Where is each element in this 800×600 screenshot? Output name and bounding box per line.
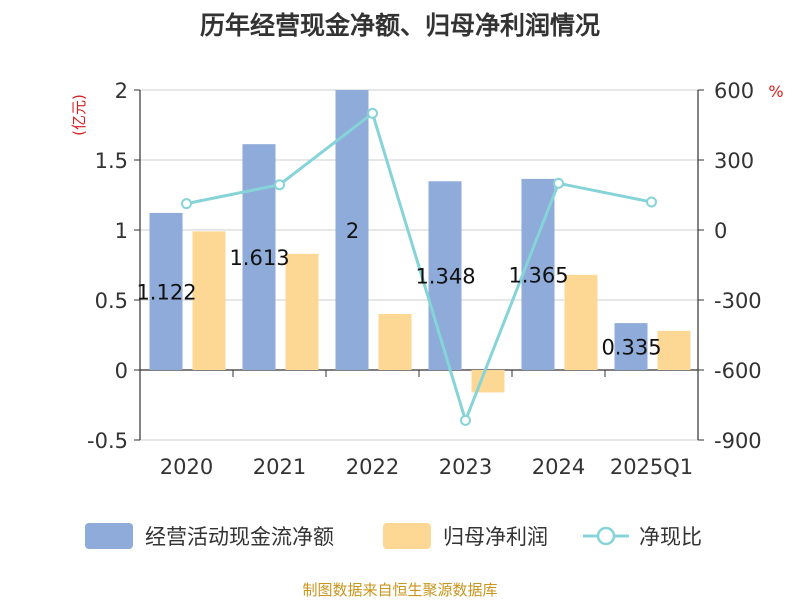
cashflow-data-label: 1.348 [415,265,475,289]
x-tick-label: 2025Q1 [610,455,693,479]
bar-net-profit [564,274,598,370]
left-tick-label: 0.5 [95,289,128,313]
x-tick-label: 2022 [346,455,399,479]
legend-label-cashflow: 经营活动现金流净额 [145,525,334,549]
left-tick-label: 1.5 [95,149,128,173]
ratio-point [553,177,564,189]
left-tick-label: 2 [115,79,128,103]
left-axis-title: (亿元) [70,94,88,136]
legend-label-ratio: 净现比 [639,525,702,549]
x-tick-label: 2023 [439,455,492,479]
right-tick-label: 300 [714,149,754,173]
ratio-point [367,107,378,119]
ratio-point [181,198,192,210]
left-tick-label: 0 [115,359,128,383]
x-tick-label: 2020 [160,455,213,479]
bar-net-profit [285,253,319,370]
cashflow-data-label: 1.613 [229,246,289,270]
legend-item-net-profit[interactable]: 归母净利润 [383,520,548,552]
left-tick-label: -0.5 [87,429,128,453]
bar-cashflow [428,181,462,370]
bar-net-profit [378,314,412,370]
cashflow-data-label: 0.335 [601,336,661,360]
legend-item-cashflow[interactable]: 经营活动现金流净额 [85,520,334,552]
x-tick-label: 2024 [532,455,585,479]
ratio-point [460,414,471,426]
x-tick-label: 2021 [253,455,306,479]
legend-swatch-cashflow [85,523,133,549]
right-tick-label: 600 [714,79,754,103]
legend-label-net-profit: 归母净利润 [443,525,548,549]
legend-swatch-net-profit [383,523,431,549]
ratio-point [646,196,657,208]
right-axis-title: % [768,82,783,101]
cashflow-data-label: 2 [346,219,359,243]
ratio-line [186,110,652,425]
right-tick-label: -900 [714,429,762,453]
source-note: 制图数据来自恒生聚源数据库 [302,581,498,599]
bar-cashflow [614,323,648,370]
bar-cashflow [149,212,183,370]
bar-net-profit [192,231,226,370]
cashflow-data-label: 1.365 [508,263,568,287]
right-tick-label: -600 [714,359,762,383]
bar-net-profit [657,330,691,370]
right-tick-label: 0 [714,219,727,243]
legend-item-ratio[interactable]: 净现比 [583,520,702,552]
cashflow-data-label: 1.122 [136,280,196,304]
bar-cashflow [242,144,276,370]
legend-line-icon [583,526,629,546]
chart-title: 历年经营现金净额、归母净利润情况 [199,11,600,40]
left-tick-label: 1 [115,219,128,243]
legend: 经营活动现金流净额 归母净利润 净现比 [0,520,800,552]
ratio-point [274,179,285,191]
right-tick-label: -300 [714,289,762,313]
